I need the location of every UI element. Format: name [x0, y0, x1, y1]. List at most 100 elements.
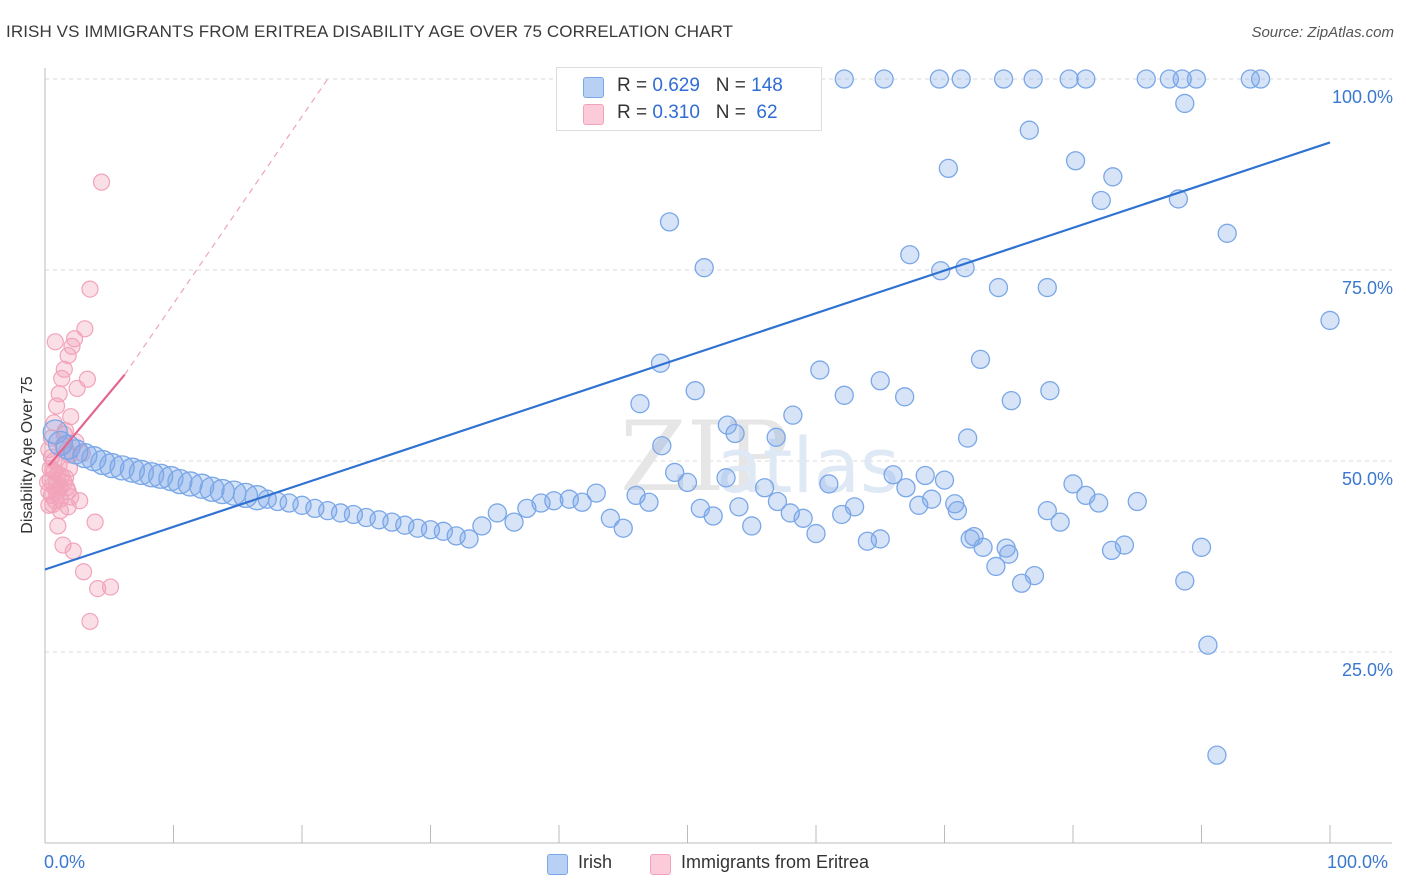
legend-r-label: R =: [617, 75, 653, 96]
irish-point: [650, 353, 671, 373]
irish-point: [844, 497, 865, 517]
irish-point: [639, 492, 659, 512]
eritrea-point: [50, 385, 68, 403]
irish-point: [99, 452, 125, 479]
irish-point: [957, 428, 978, 448]
irish-point: [1024, 565, 1045, 586]
irish-point: [167, 468, 193, 495]
irish-point: [90, 449, 116, 476]
eritrea-point: [76, 320, 94, 338]
irish-point: [613, 518, 633, 538]
irish-point: [996, 538, 1016, 558]
irish-point: [694, 258, 714, 278]
irish-point: [1186, 69, 1207, 89]
irish-point: [834, 385, 854, 405]
eritrea-point: [71, 492, 89, 510]
x-tick-max: 100.0%: [1327, 852, 1389, 872]
irish-point: [189, 473, 215, 499]
x-tick-min: 0.0%: [44, 852, 86, 872]
irish-point: [472, 516, 492, 536]
irish-point: [544, 491, 564, 511]
irish-point: [1114, 535, 1135, 555]
irish-point: [742, 516, 762, 536]
stats-legend: R = 0.629 N = 148 R = 0.310 N = 62: [556, 67, 822, 131]
legend-n-value: 148: [751, 75, 783, 96]
eritrea-point: [65, 330, 84, 348]
irish-point: [1001, 390, 1021, 411]
irish-point: [922, 489, 942, 509]
irish-point: [459, 529, 479, 549]
irish-point: [1207, 745, 1227, 765]
irish-point: [1050, 512, 1070, 532]
irish-point: [600, 508, 621, 528]
y-tick-labels: 25.0% 50.0% 75.0% 100.0%: [1332, 87, 1393, 680]
irish-point: [677, 472, 698, 493]
irish-point: [951, 69, 971, 89]
eritrea-point: [68, 379, 86, 398]
eritrea-point: [64, 542, 82, 560]
irish-point: [1037, 501, 1057, 521]
irish-point: [900, 245, 920, 265]
eritrea-point: [101, 578, 120, 596]
irish-point: [572, 492, 592, 512]
irish-point: [810, 360, 830, 380]
irish-point: [1091, 190, 1111, 211]
eritrea-point: [92, 173, 111, 191]
irish-point: [504, 512, 524, 532]
irish-point: [517, 498, 537, 519]
irish-point: [915, 465, 935, 486]
irish-point: [487, 503, 507, 523]
irish-point: [934, 470, 955, 490]
eritrea-point: [81, 612, 99, 631]
irish-point: [896, 478, 916, 498]
irish-point: [1063, 474, 1083, 494]
grid-lines: [45, 78, 1392, 653]
irish-point: [158, 465, 184, 492]
eritrea-point: [54, 536, 72, 554]
irish-point: [1250, 69, 1271, 89]
irish-point: [716, 468, 736, 488]
irish-point: [1172, 69, 1192, 89]
eritrea-points: [38, 173, 120, 631]
y-tick-label: 75.0%: [1342, 278, 1393, 298]
irish-point: [119, 457, 146, 483]
irish-point: [586, 483, 606, 503]
irish-point: [1191, 537, 1212, 557]
eritrea-point: [81, 280, 99, 298]
y-axis-label: Disability Age Over 75: [19, 376, 36, 534]
irish-point: [988, 277, 1009, 298]
irish-swatch: [583, 77, 604, 98]
irish-point: [819, 474, 839, 494]
irish-point: [834, 69, 854, 89]
irish-point: [55, 434, 81, 460]
irish-point: [665, 462, 685, 483]
eritrea-legend-label: Immigrants from Eritrea: [681, 852, 870, 872]
irish-point: [1059, 69, 1079, 89]
irish-point: [659, 212, 680, 232]
irish-legend-label: Irish: [578, 852, 613, 872]
watermark-atlas: atlas: [716, 421, 900, 510]
eritrea-swatch: [583, 104, 604, 125]
eritrea-point: [59, 346, 77, 365]
irish-point: [870, 529, 890, 549]
irish-point: [993, 69, 1014, 89]
irish-point: [1089, 493, 1109, 513]
irish-point: [1320, 310, 1340, 331]
y-tick-label: 25.0%: [1342, 660, 1393, 680]
irish-point: [1127, 491, 1147, 512]
irish-point: [1175, 93, 1195, 114]
irish-point: [874, 69, 894, 89]
axes: [44, 68, 1392, 844]
eritrea-point: [42, 448, 61, 466]
irish-point: [630, 394, 650, 414]
irish-points: [42, 69, 1340, 765]
legend-n-label: N =: [715, 75, 752, 96]
irish-point: [929, 69, 950, 89]
irish-point: [139, 462, 165, 488]
irish-point: [964, 526, 984, 547]
irish-point: [895, 387, 915, 407]
eritrea-point: [40, 496, 58, 514]
chart-title: IRISH VS IMMIGRANTS FROM ERITREA DISABIL…: [6, 22, 734, 41]
irish-point: [1019, 120, 1039, 140]
legend-n-label: N =: [715, 102, 752, 123]
